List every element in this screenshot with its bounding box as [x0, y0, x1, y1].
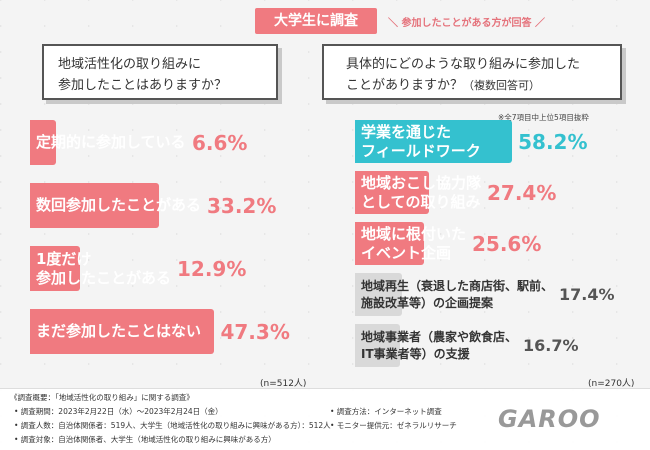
bar-3: [30, 309, 215, 354]
bar-value-0: 58.2%: [518, 129, 588, 154]
footer-title: 《調査概要：「地域活性化の取り組み」に関する調査》: [10, 393, 194, 402]
right-question-line2: ことがありますか？: [346, 78, 464, 93]
bar-label-0: 学業を通じた フィールドワーク: [361, 122, 481, 160]
bar-value-1: 33.2%: [207, 193, 277, 218]
right-question-line1: 具体的にどのような取り組みに参加した: [346, 57, 581, 72]
footer-method: • 調査方法：インターネット調査: [330, 407, 442, 416]
respondent-note: ＼ 参加したことがある方が回答 ／: [388, 18, 545, 29]
right-bar-chart: 学業を通じた フィールドワーク 58.2% 地域おこし協力隊 としての取り組み 27.4%…: [355, 120, 645, 380]
bar-0: [355, 120, 513, 163]
bar-value-0: 6.6%: [192, 130, 248, 155]
survey-summary-footer: 《調査概要：「地域活性化の取り組み」に関する調査》 • 調査期間：2023年2月…: [0, 388, 650, 450]
right-question-box: 具体的にどのような取り組みに参加した ことがありますか？（複数回答可）: [322, 44, 622, 100]
right-question-multi-answer: （複数回答可）: [463, 79, 541, 92]
bar-3: [355, 273, 402, 316]
bar-2: [30, 246, 81, 291]
left-question-line1: 地域活性化の取り組みに: [58, 57, 202, 72]
bar-label-1: 数回参加したことがある: [36, 196, 202, 214]
footer-provider: • モニター提供元：ゼネラルリサーチ: [330, 421, 457, 430]
right-chart-note: ※全7項目中上位5項目抜粋: [498, 113, 589, 122]
bar-4: [355, 324, 401, 367]
garoo-logo: GAROO: [498, 405, 601, 433]
footer-count: • 調査人数：自治体関係者：519人、大学生（地域活性化の取り組みに興味がある方…: [14, 421, 331, 430]
bar-value-4: 16.7%: [523, 335, 579, 355]
bar-value-3: 17.4%: [559, 284, 615, 304]
footer-period: • 調査期間：2023年2月22日（水）〜2023年2月24日（金）: [14, 407, 223, 416]
bar-2: [355, 222, 425, 265]
bar-0: [30, 120, 56, 165]
bar-label-4: 地域事業者（農家や飲食店、 IT事業者等）の支援: [361, 329, 518, 361]
left-sample-size: (n=512人): [260, 379, 307, 389]
left-question-box: 地域活性化の取り組みに 参加したことはありますか？: [42, 44, 278, 100]
bar-value-1: 27.4%: [487, 180, 557, 205]
right-sample-size: (n=270人): [588, 379, 635, 389]
bar-value-3: 47.3%: [220, 319, 290, 344]
bar-label-3: 地域再生（衰退した商店街、駅前、 施設改革等）の企画提案: [361, 278, 554, 310]
survey-target-tag: 大学生に調査: [255, 8, 377, 34]
bar-label-2: 1度だけ 参加したことがある: [36, 249, 172, 287]
bar-1: [30, 183, 160, 228]
left-bar-chart: 定期的に参加している 6.6% 数回参加したことがある 33.2% 1度だけ 参加したこと…: [30, 120, 320, 380]
bar-label-0: 定期的に参加している: [36, 133, 186, 151]
bar-value-2: 12.9%: [177, 256, 247, 281]
bar-label-3: まだ参加したことはない: [36, 322, 202, 340]
bar-1: [355, 171, 429, 214]
bar-label-1: 地域おこし協力隊 としての取り組み: [361, 173, 482, 211]
bar-value-2: 25.6%: [472, 231, 542, 256]
footer-target: • 調査対象：自治体関係者、大学生（地域活性化の取り組みに興味がある方）: [14, 435, 276, 444]
left-question-line2: 参加したことはありますか？: [58, 78, 228, 93]
bar-label-2: 地域に根付いた イベント企画: [361, 224, 467, 262]
